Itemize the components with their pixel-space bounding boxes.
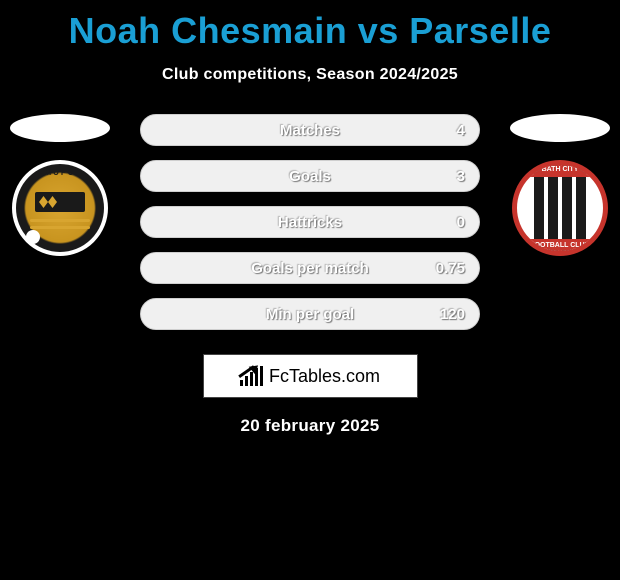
badge-left-ball-icon xyxy=(26,230,40,244)
badge-right-top-text: BATH CITY xyxy=(517,163,603,177)
stat-label: Goals xyxy=(141,168,479,185)
arrow-icon xyxy=(240,362,262,384)
stat-row-goals: Goals 3 xyxy=(140,160,480,192)
stat-label: Matches xyxy=(141,122,479,139)
stat-label: Hattricks xyxy=(141,214,479,231)
badge-right-bottom-text: FOOTBALL CLUB xyxy=(517,239,603,253)
right-player-column: BATH CITY FOOTBALL CLUB xyxy=(510,114,610,256)
stat-right-value: 3 xyxy=(457,168,465,185)
content-area: MUFC BATH CITY FOOTBALL CLUB Matches 4 xyxy=(0,114,620,436)
stat-row-hattricks: Hattricks 0 xyxy=(140,206,480,238)
badge-left-text: MUFC xyxy=(16,168,104,177)
badge-left-lion xyxy=(35,192,85,212)
stat-row-matches: Matches 4 xyxy=(140,114,480,146)
source-logo-text: FcTables.com xyxy=(269,366,380,387)
stat-right-value: 0.75 xyxy=(436,260,465,277)
left-player-column: MUFC xyxy=(10,114,110,256)
stat-row-goals-per-match: Goals per match 0.75 xyxy=(140,252,480,284)
stat-right-value: 120 xyxy=(440,306,465,323)
stat-label: Goals per match xyxy=(141,260,479,277)
stat-row-min-per-goal: Min per goal 120 xyxy=(140,298,480,330)
footer-date: 20 february 2025 xyxy=(0,416,620,436)
player-silhouette-left xyxy=(10,114,110,142)
club-badge-right: BATH CITY FOOTBALL CLUB xyxy=(512,160,608,256)
source-logo: FcTables.com xyxy=(203,354,418,398)
player-silhouette-right xyxy=(510,114,610,142)
subtitle: Club competitions, Season 2024/2025 xyxy=(0,66,620,84)
club-badge-left: MUFC xyxy=(12,160,108,256)
stat-right-value: 4 xyxy=(457,122,465,139)
stat-label: Min per goal xyxy=(141,306,479,323)
stat-right-value: 0 xyxy=(457,214,465,231)
stat-list: Matches 4 Goals 3 Hattricks 0 Goals per … xyxy=(140,114,480,330)
badge-left-waves xyxy=(30,216,90,232)
page-title: Noah Chesmain vs Parselle xyxy=(0,0,620,52)
